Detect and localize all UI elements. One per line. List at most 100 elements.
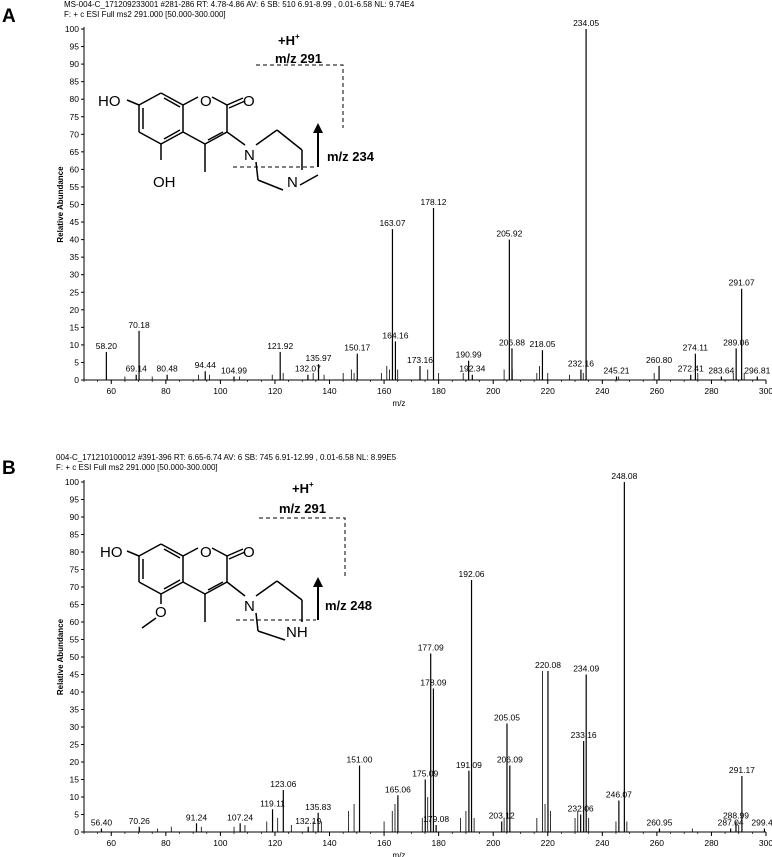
panel-a-y-tick-label: 75: [70, 112, 80, 122]
panel-a-x-tick-label: 300: [759, 386, 772, 396]
panel-b-x-tick-label: 100: [213, 838, 227, 848]
panel-a-peak-label: 205.92: [496, 229, 522, 239]
panel-a-y-tick-label: 10: [70, 340, 80, 350]
panel-b-peak-label: 175.09: [412, 769, 438, 779]
panel-a-peak-label: 272.41: [678, 364, 704, 374]
panel-a-peak-label: 260.80: [646, 355, 672, 365]
panel-b-fragment-label: m/z 248: [325, 598, 372, 613]
panel-a-x-tick-label: 140: [322, 386, 336, 396]
panel-b-peak-label: 119.11: [260, 798, 285, 808]
panel-a-label: A: [2, 6, 16, 27]
panel-a-peak-label: 190.99: [456, 350, 482, 360]
panel-b-peak-label: 233.16: [571, 730, 597, 740]
panel-b-precursor-label: m/z 291: [279, 501, 326, 516]
panel-b-header-line2: F: + c ESI Full ms2 291.000 [50.000-300.…: [56, 463, 218, 472]
panel-a-peak-label: 70.18: [128, 320, 150, 330]
panel-a-atom-o-carbonyl: O: [243, 93, 255, 110]
panel-b-peak-label: 91.24: [186, 812, 208, 822]
panel-b-x-tick-label: 60: [107, 838, 117, 848]
panel-b-peak-label: 205.05: [494, 713, 520, 723]
panel-a-y-tick-label: 65: [70, 147, 80, 157]
panel-a-peak-label: 291.07: [729, 278, 755, 288]
panel-b-peak-label: 220.08: [535, 660, 561, 670]
panel-b-peak-label: 203.12: [489, 811, 515, 821]
panel-b-x-tick-label: 220: [541, 838, 555, 848]
panel-b-peak-label: 177.09: [418, 643, 444, 653]
panel-a-y-tick-label: 50: [70, 200, 80, 210]
panel-a-x-tick-label: 100: [213, 386, 227, 396]
panel-a-y-tick-label: 20: [70, 305, 80, 315]
panel-a-peak-label: 283.64: [708, 365, 734, 375]
panel-b-y-tick-label: 20: [70, 757, 80, 767]
panel-a-structure-labels: HO O O OH N N: [98, 93, 298, 191]
panel-b-peak-label: 165.06: [385, 784, 411, 794]
panel-b-y-tick-label: 70: [70, 582, 80, 592]
panel-a: A MS-004-C_171209233001 #281-286 RT: 4.7…: [2, 0, 772, 408]
panel-a-x-tick-label: 280: [704, 386, 718, 396]
panel-b-fragmentation: +H+ m/z 291 m/z 248: [236, 480, 372, 621]
panel-b-peak-label: 107.24: [227, 812, 253, 822]
panel-b-peak-label: 234.09: [573, 664, 599, 674]
panel-b-peak-label: 151.00: [347, 755, 373, 765]
panel-b-x-tick-label: 300: [759, 838, 772, 848]
panel-a-y-tick-label: 100: [65, 24, 79, 34]
panel-a-header-line1: MS-004-C_171209233001 #281-286 RT: 4.78-…: [64, 0, 415, 9]
panel-b: B 004-C_171210100012 #391-396 RT: 6.65-6…: [2, 453, 772, 857]
panel-a-peak-label: 69.14: [126, 364, 148, 374]
panel-b-x-tick-label: 140: [322, 838, 336, 848]
panel-b-peak-label: 132.19: [295, 816, 321, 826]
panel-a-y-tick-label: 30: [70, 270, 80, 280]
panel-b-peak-label: 70.26: [129, 816, 151, 826]
panel-b-y-tick-label: 5: [74, 810, 79, 820]
panel-a-precursor-label: m/z 291: [275, 51, 322, 66]
panel-a-atom-oh-bottom: OH: [153, 174, 176, 191]
panel-b-peak-label: 288.99: [723, 811, 749, 821]
panel-a-y-tick-label: 55: [70, 182, 80, 192]
panel-b-y-tick-label: 0: [74, 827, 79, 837]
panel-a-x-tick-label: 200: [486, 386, 500, 396]
panel-b-y-tick-label: 40: [70, 687, 80, 697]
panel-a-peak-label: 58.20: [96, 341, 118, 351]
panel-a-x-tick-label: 60: [107, 386, 117, 396]
panel-b-y-tick-label: 95: [70, 495, 80, 505]
panel-b-y-tick-label: 50: [70, 652, 80, 662]
panel-b-ion-label: +H+: [292, 480, 314, 496]
panel-a-peak-label: 289.06: [723, 337, 749, 347]
panel-a-peak-label: 80.48: [157, 364, 179, 374]
panel-a-x-tick-label: 180: [432, 386, 446, 396]
panel-a-y-tick-label: 5: [74, 357, 79, 367]
panel-b-peak-label: 56.40: [91, 818, 113, 828]
panel-a-structure: [126, 92, 319, 191]
panel-a-y-tick-label: 85: [70, 77, 80, 87]
panel-a-x-tick-label: 120: [268, 386, 282, 396]
panel-a-peak-label: 163.07: [379, 218, 405, 228]
panel-a-y-tick-label: 90: [70, 59, 80, 69]
panel-a-y-tick-label: 60: [70, 164, 80, 174]
panel-b-y-tick-label: 85: [70, 530, 80, 540]
panel-b-y-tick-label: 90: [70, 512, 80, 522]
panel-b-peak-label: 232.06: [568, 804, 594, 814]
panel-b-y-axis-label: Relative Abundance: [56, 618, 65, 695]
panel-b-y-tick-label: 35: [70, 705, 80, 715]
panel-a-y-tick-label: 80: [70, 94, 80, 104]
panel-a-y-tick-label: 95: [70, 42, 80, 52]
panel-b-atom-o-methoxy: O: [155, 604, 167, 621]
panel-b-y-tick-label: 25: [70, 740, 80, 750]
panel-b-x-tick-label: 180: [432, 838, 446, 848]
panel-b-peak-label: 260.95: [646, 818, 672, 828]
panel-b-y-tick-label: 30: [70, 722, 80, 732]
panel-a-y-axis-label: Relative Abundance: [56, 166, 65, 243]
panel-b-peak-label: 248.08: [611, 471, 637, 481]
panel-a-peak-label: 173.16: [407, 355, 433, 365]
panel-b-x-tick-label: 160: [377, 838, 391, 848]
panel-a-x-axis-label: m/z: [393, 399, 406, 408]
panel-a-peak-label: 164.16: [382, 330, 408, 340]
panel-b-y-tick-label: 100: [65, 477, 79, 487]
panel-a-ion-label: +H+: [278, 32, 300, 48]
panel-b-y-tick-label: 55: [70, 635, 80, 645]
panel-a-y-tick-label: 25: [70, 287, 80, 297]
panel-b-x-axis-label: m/z: [393, 851, 406, 857]
panel-b-x-tick-label: 280: [704, 838, 718, 848]
panel-a-fragment-label: m/z 234: [327, 149, 375, 164]
panel-a-peak-label: 121.92: [267, 341, 293, 351]
